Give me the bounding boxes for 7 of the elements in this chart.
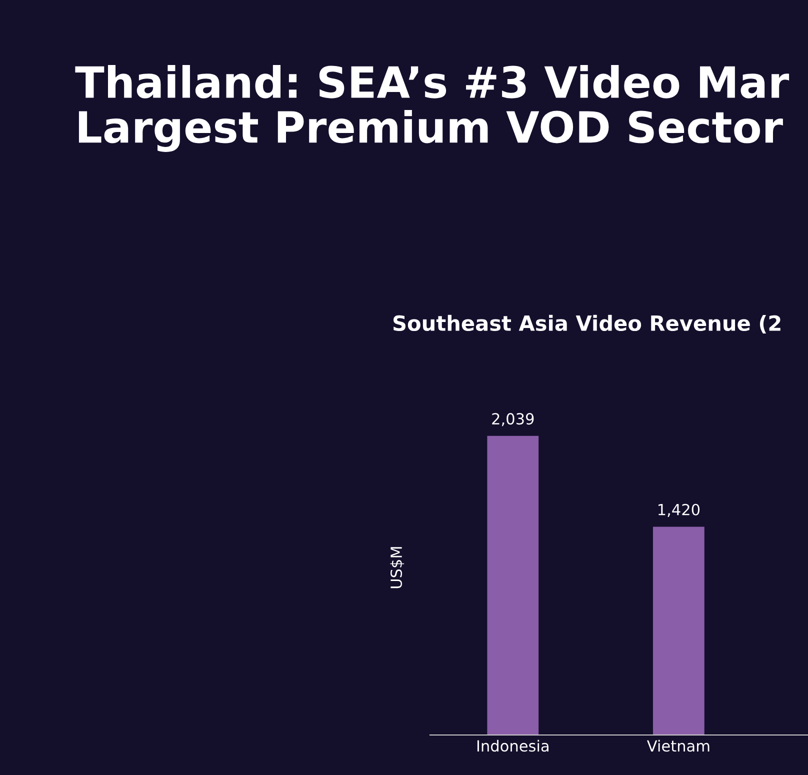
- data-label: 1,420: [658, 504, 700, 517]
- x-tick-label: Indonesia: [477, 740, 548, 752]
- x-tick-label: Vietnam: [646, 740, 710, 752]
- chart-subtitle: Southeast Asia Video Revenue (2: [393, 314, 780, 334]
- chart-title: Thailand: SEA’s #3 Video Mar Largest Premium VOD Sector: [75, 65, 790, 152]
- y-axis-title: US$M: [390, 547, 404, 588]
- data-label: 2,039: [492, 413, 534, 426]
